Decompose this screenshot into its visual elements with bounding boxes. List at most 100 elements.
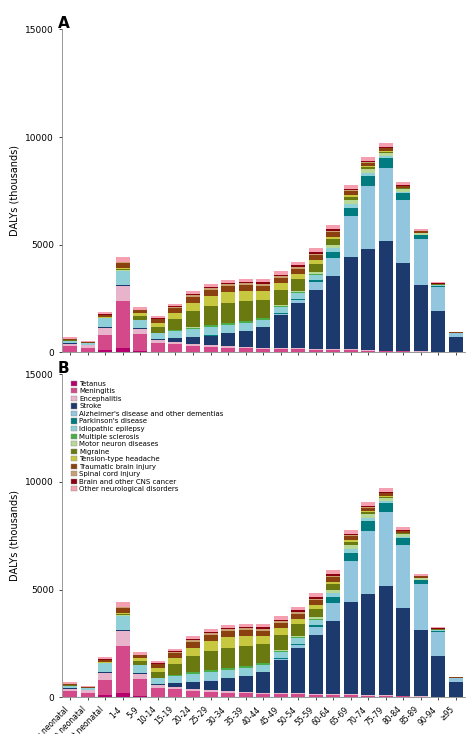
Bar (273, 621, 288, 623)
Bar (379, 152, 392, 153)
Bar (256, 283, 270, 284)
Bar (344, 561, 358, 602)
Bar (256, 349, 270, 352)
Bar (134, 313, 147, 316)
Bar (64, 688, 77, 691)
Bar (116, 646, 130, 693)
Bar (99, 695, 112, 697)
Bar (291, 645, 305, 648)
Bar (81, 342, 95, 343)
Bar (309, 694, 323, 697)
Bar (116, 285, 130, 286)
Bar (344, 192, 358, 195)
Bar (168, 689, 182, 697)
Text: A: A (58, 16, 69, 32)
Bar (256, 694, 270, 697)
Bar (273, 652, 288, 658)
Bar (396, 186, 410, 188)
Bar (361, 351, 375, 352)
Bar (379, 147, 392, 148)
Bar (379, 153, 392, 156)
Bar (221, 348, 235, 352)
Bar (203, 672, 218, 680)
Bar (309, 283, 323, 291)
Bar (116, 608, 130, 613)
Bar (291, 624, 305, 636)
Bar (291, 639, 305, 644)
Bar (361, 531, 375, 594)
Bar (396, 182, 410, 185)
Bar (273, 275, 288, 276)
Bar (379, 512, 392, 586)
Bar (238, 282, 253, 283)
Bar (221, 647, 235, 668)
Bar (186, 674, 200, 682)
Bar (309, 628, 323, 636)
Bar (203, 680, 218, 691)
Bar (221, 668, 235, 670)
Bar (396, 263, 410, 351)
Bar (168, 308, 182, 313)
Bar (344, 195, 358, 197)
Bar (396, 200, 410, 263)
Bar (361, 169, 375, 173)
Bar (99, 350, 112, 352)
Bar (396, 193, 410, 200)
Bar (221, 346, 235, 348)
Bar (186, 294, 200, 295)
Bar (151, 323, 165, 327)
Bar (151, 684, 165, 685)
Bar (134, 665, 147, 673)
Bar (361, 502, 375, 506)
Bar (186, 302, 200, 311)
Bar (151, 678, 165, 684)
Bar (116, 630, 130, 631)
Bar (291, 619, 305, 624)
Bar (396, 545, 410, 608)
Bar (238, 692, 253, 694)
Y-axis label: DALYs (thousands): DALYs (thousands) (9, 145, 20, 236)
Bar (256, 644, 270, 663)
Bar (151, 339, 165, 340)
Bar (326, 582, 340, 584)
Bar (134, 310, 147, 313)
Bar (449, 682, 463, 697)
Bar (221, 691, 235, 693)
Bar (203, 670, 218, 672)
Bar (344, 204, 358, 208)
Bar (81, 688, 95, 690)
Bar (379, 143, 392, 147)
Bar (326, 695, 340, 697)
Bar (379, 159, 392, 167)
Bar (238, 286, 253, 291)
Bar (344, 530, 358, 534)
Bar (273, 271, 288, 275)
Bar (326, 578, 340, 582)
Bar (116, 614, 130, 615)
Bar (379, 241, 392, 351)
Bar (168, 676, 182, 683)
Bar (396, 527, 410, 530)
Bar (203, 629, 218, 632)
Bar (256, 348, 270, 349)
Bar (116, 263, 130, 268)
Bar (273, 658, 288, 660)
Bar (221, 283, 235, 284)
Y-axis label: DALYs (thousands): DALYs (thousands) (9, 490, 20, 581)
Bar (326, 229, 340, 231)
Bar (256, 628, 270, 629)
Bar (291, 291, 305, 292)
Bar (151, 688, 165, 697)
Bar (344, 197, 358, 200)
Bar (326, 233, 340, 237)
Bar (326, 589, 340, 593)
Bar (151, 664, 165, 668)
Bar (431, 632, 445, 656)
Bar (361, 157, 375, 161)
Bar (221, 323, 235, 325)
Bar (168, 675, 182, 676)
Bar (414, 576, 428, 578)
Bar (309, 598, 323, 600)
Bar (186, 337, 200, 344)
Bar (256, 665, 270, 672)
